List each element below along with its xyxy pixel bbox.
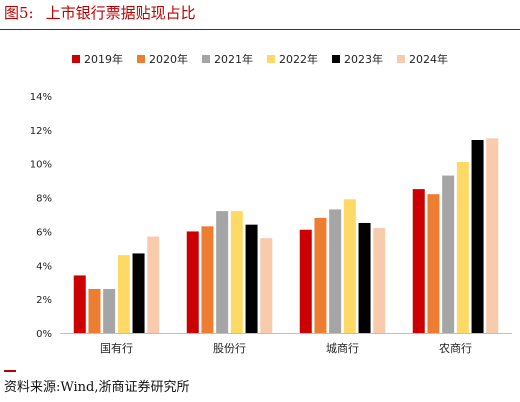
bar — [412, 189, 425, 333]
bar — [260, 238, 273, 333]
bar — [427, 194, 440, 333]
legend-label-4: 2023年 — [344, 53, 383, 66]
legend-item-4: 2023年 — [332, 50, 383, 68]
title-rule — [0, 29, 520, 30]
legend-swatch-5 — [397, 55, 405, 63]
legend-item-3: 2022年 — [267, 50, 318, 68]
source-rule — [4, 370, 16, 372]
bar — [147, 236, 160, 333]
y-tick-label: 10% — [30, 160, 52, 171]
bar — [117, 255, 130, 333]
legend-label-5: 2024年 — [409, 53, 448, 66]
source-note: 资料来源:Wind,浙商证券研究所 — [4, 380, 190, 395]
chart-legend: 2019年 2020年 2021年 2022年 2023年 2024年 — [0, 50, 520, 68]
legend-swatch-1 — [137, 55, 145, 63]
figure-title: 图5: 上市银行票据贴现占比 — [4, 2, 196, 24]
legend-item-2: 2021年 — [202, 50, 253, 68]
bar — [73, 275, 86, 333]
y-tick-label: 6% — [36, 227, 52, 238]
legend-swatch-4 — [332, 55, 340, 63]
figure-number: 图5: — [4, 4, 34, 22]
bar — [373, 228, 386, 333]
legend-label-0: 2019年 — [84, 53, 123, 66]
bar — [216, 211, 229, 333]
y-tick-label: 2% — [36, 295, 52, 306]
bar — [103, 288, 116, 333]
bar — [186, 231, 199, 333]
legend-swatch-0 — [72, 55, 80, 63]
legend-label-1: 2020年 — [149, 53, 188, 66]
figure-title-text: 上市银行票据贴现占比 — [45, 4, 196, 22]
bar — [88, 288, 101, 333]
bar — [230, 211, 243, 333]
x-category-label: 城商行 — [326, 341, 359, 355]
y-tick-label: 4% — [36, 261, 52, 272]
bar — [358, 222, 371, 333]
y-tick-label: 12% — [30, 126, 52, 137]
legend-label-3: 2022年 — [279, 53, 318, 66]
bar — [314, 217, 327, 333]
bar — [442, 175, 455, 333]
bar — [132, 253, 145, 333]
legend-item-5: 2024年 — [397, 50, 448, 68]
legend-swatch-3 — [267, 55, 275, 63]
x-category-label: 农商行 — [439, 341, 472, 355]
bar — [486, 138, 499, 333]
bar — [201, 226, 214, 333]
legend-item-1: 2020年 — [137, 50, 188, 68]
bar — [343, 199, 356, 333]
legend-swatch-2 — [202, 55, 210, 63]
bar — [299, 229, 312, 333]
legend-label-2: 2021年 — [214, 53, 253, 66]
bar — [456, 162, 469, 333]
y-tick-label: 8% — [36, 194, 52, 205]
x-category-label: 国有行 — [100, 341, 133, 355]
bar — [329, 209, 342, 333]
bar — [245, 224, 258, 333]
x-category-label: 股份行 — [213, 342, 246, 355]
y-tick-label: 14% — [30, 92, 52, 103]
bar — [471, 140, 484, 333]
y-tick-label: 0% — [36, 329, 52, 340]
legend-item-0: 2019年 — [72, 50, 123, 68]
